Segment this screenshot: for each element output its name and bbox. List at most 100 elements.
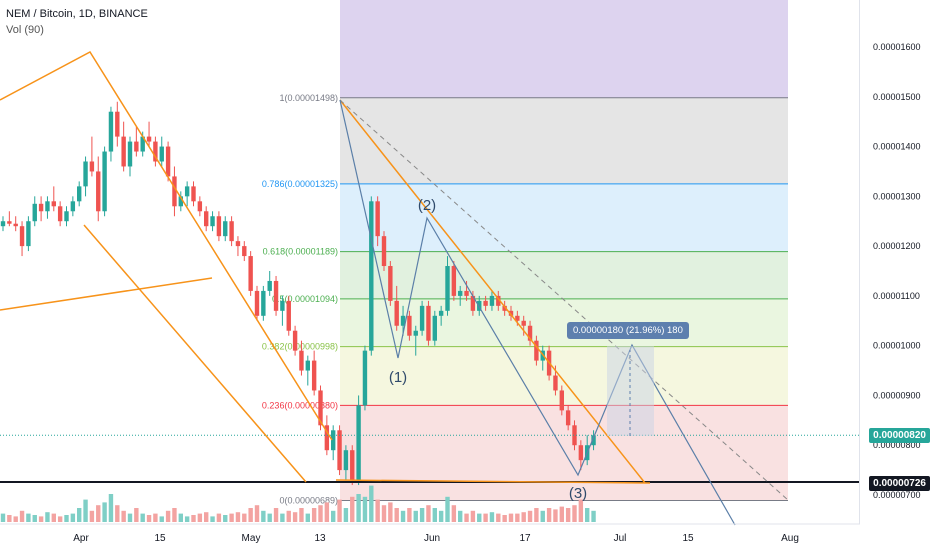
candle [407,310,412,341]
candle [445,256,450,316]
candle-body [286,300,291,331]
candle-body [438,310,444,316]
candle-body [26,221,31,247]
volume-bar [521,512,526,522]
candle [102,146,107,217]
candle [108,106,114,162]
candle [438,305,444,326]
candle-body [134,141,139,152]
candle-body [89,161,95,172]
candle-body [13,223,18,227]
candle-body [292,330,298,351]
candle [413,325,418,356]
volume-bar [502,515,507,522]
volume-bar [451,505,457,522]
volume-bar [38,516,44,522]
candle-body [496,295,501,306]
candle [350,445,355,486]
candle [356,395,361,486]
candle-body [419,305,425,331]
candle [451,261,457,301]
volume-bar [438,510,444,522]
fib-zone [340,251,788,299]
candle-body [331,430,336,451]
candle [337,425,342,476]
candle-body [362,350,368,406]
candle [305,355,310,386]
candle-body [38,203,44,212]
candle-body [553,375,558,391]
candle [419,300,425,336]
candle [242,241,247,262]
candle [489,290,495,311]
candle [426,300,431,346]
candle-body [57,206,63,222]
candle-body [337,430,342,471]
x-tick-label: 15 [682,533,694,544]
candle-body [261,290,266,316]
candle [565,405,571,431]
candle-body [254,290,260,316]
candle [210,211,215,232]
volume-bar [134,508,139,522]
candle-body [204,211,209,227]
volume-bar [286,510,291,522]
volume-bar [337,499,342,522]
candle-body [318,390,323,426]
volume-bar [45,512,50,522]
volume-bar [184,516,190,522]
volume-bar [540,510,545,522]
volume-bar [13,516,18,522]
candle [299,340,304,376]
volume-bar [445,496,450,522]
volume-bar [508,513,514,522]
candle-body [178,196,183,207]
volume-bar [172,508,177,522]
candle-body [64,211,69,222]
candle [0,216,6,232]
volume-bar [591,510,596,522]
candle-body [108,111,114,152]
candle-body [19,226,25,247]
volume-bar [356,494,361,522]
candle-body [350,450,355,481]
volume-bar [32,515,37,522]
wedge-lower-line [335,479,651,484]
volume-bar [369,485,374,522]
candle-body [127,141,133,167]
volume-indicator-label[interactable]: Vol (90) [6,24,44,36]
candle-body [559,390,564,411]
candle [178,191,183,212]
candle-body [375,201,380,237]
candle [432,310,437,346]
y-tick-label: 0.00000900 [873,390,921,400]
candle-body [305,360,310,371]
candle [591,430,596,451]
candle [483,295,488,311]
candle-body [508,310,514,316]
volume-bar [432,508,437,522]
current-price-tag: 0.00000820 [869,428,930,443]
volume-bar [318,505,323,522]
volume-bar [108,494,114,522]
candle-body [83,161,88,187]
candle-body [102,151,107,212]
symbol-title: NEM / Bitcoin, 1D, BINANCE [6,8,148,20]
candle-body [267,280,272,291]
x-tick-label: Aug [781,533,799,544]
volume-bar [299,508,304,522]
y-tick-label: 0.00000800 [873,440,921,450]
volume-bar [458,510,463,522]
candle-body [165,146,171,177]
candle [362,345,368,411]
volume-bar [273,508,279,522]
candle [89,136,95,177]
wave-label: (2) [418,197,436,214]
candle [248,251,253,296]
volume-bar [413,510,418,522]
candle [96,156,101,222]
volume-bar [496,513,501,522]
candle-body [426,305,431,341]
fib-level-label: 0(0.00000689) [279,495,338,505]
